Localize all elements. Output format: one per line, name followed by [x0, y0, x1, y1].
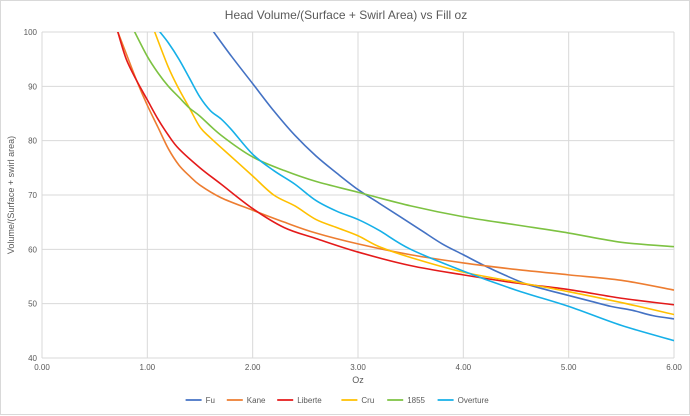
legend-label-1855: 1855	[407, 396, 425, 405]
series-line-cru	[153, 32, 674, 316]
series-line-overture	[159, 32, 674, 342]
y-tick-label: 70	[28, 191, 37, 200]
x-tick-label: 6.00	[666, 363, 682, 372]
x-tick-label: 4.00	[456, 363, 472, 372]
legend-label-overture: Overture	[458, 396, 490, 405]
legend-label-cru: Cru	[361, 396, 374, 405]
y-tick-label: 80	[28, 137, 37, 146]
series-line-fu	[212, 32, 674, 320]
y-tick-label: 40	[28, 354, 37, 363]
x-tick-label: 1.00	[140, 363, 156, 372]
x-axis-label: Oz	[352, 375, 364, 385]
chart-title: Head Volume/(Surface + Swirl Area) vs Fi…	[225, 8, 467, 22]
y-tick-label: 50	[28, 300, 37, 309]
legend-label-fu: Fu	[206, 396, 215, 405]
series-group	[117, 32, 674, 342]
y-tick-label: 100	[24, 28, 38, 37]
x-tick-label: 2.00	[245, 363, 261, 372]
x-tick-label: 3.00	[350, 363, 366, 372]
legend-label-liberte: Liberte	[297, 396, 322, 405]
legend-label-kane: Kane	[247, 396, 266, 405]
y-tick-label: 90	[28, 82, 37, 91]
x-tick-label: 5.00	[561, 363, 577, 372]
series-line-1855	[133, 32, 674, 248]
series-line-liberte	[117, 32, 674, 306]
y-axis-label: Volume/(Surface + swirl area)	[6, 136, 16, 254]
y-tick-label: 60	[28, 245, 37, 254]
x-tick-label: 0.00	[34, 363, 50, 372]
series-line-kane	[117, 32, 674, 291]
